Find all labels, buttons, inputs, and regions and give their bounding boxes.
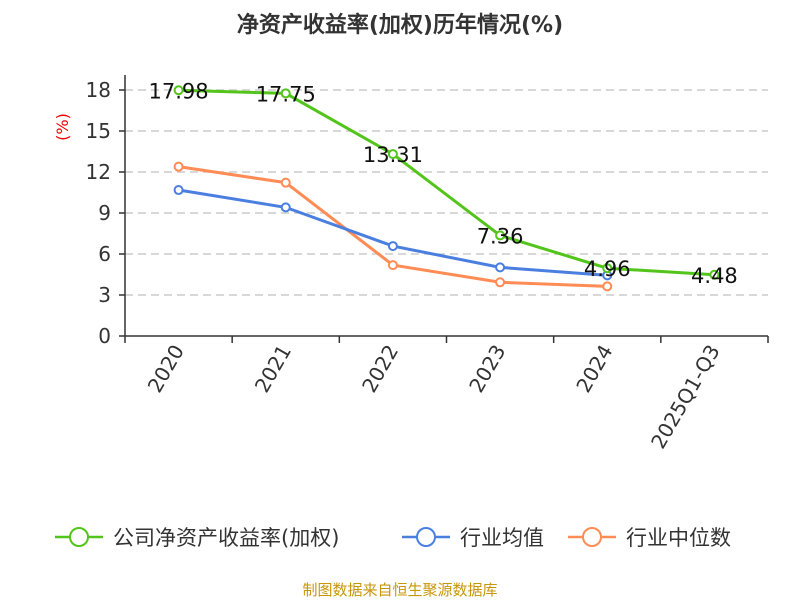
data-point (280, 88, 291, 99)
data-point (602, 281, 613, 292)
legend-label: 行业中位数 (626, 526, 731, 550)
y-tick-label: 12 (86, 160, 111, 184)
data-point (495, 277, 506, 288)
x-tick-label: 2020 (143, 341, 189, 397)
data-point (387, 241, 398, 252)
data-point (173, 161, 184, 172)
legend-marker (416, 527, 436, 547)
legend-label: 公司净资产收益率(加权) (113, 526, 339, 550)
data-point (280, 202, 291, 213)
x-tick-label: 2022 (357, 341, 403, 397)
y-tick-label: 0 (98, 324, 111, 348)
x-tick-label: 2023 (464, 341, 510, 397)
data-point (495, 230, 506, 241)
y-tick-label: 6 (98, 242, 111, 266)
chart-title: 净资产收益率(加权)历年情况(%) (237, 12, 563, 38)
data-label: 17.75 (256, 82, 316, 106)
x-tick-label: 2021 (250, 341, 296, 397)
data-label: 17.98 (149, 79, 209, 103)
data-label: 13.31 (363, 143, 423, 167)
data-point (709, 269, 720, 280)
data-point (280, 177, 291, 188)
data-point (602, 263, 613, 274)
legend-label: 行业均值 (460, 526, 544, 550)
data-point (173, 185, 184, 196)
data-label: 7.36 (477, 224, 524, 248)
x-tick-label: 2024 (571, 341, 617, 397)
legend-marker (582, 527, 602, 547)
y-tick-label: 15 (86, 119, 111, 143)
series-line (178, 88, 715, 277)
y-tick-label: 9 (98, 201, 111, 225)
y-axis-label: (%) (53, 113, 72, 141)
data-point (387, 149, 398, 160)
data-point (495, 262, 506, 273)
y-tick-label: 18 (86, 78, 111, 102)
x-tick-label: 2025Q1-Q3 (646, 341, 725, 453)
data-label: 4.96 (584, 257, 631, 281)
y-tick-label: 3 (98, 283, 111, 307)
data-label: 4.48 (691, 264, 738, 288)
legend-marker (69, 527, 89, 547)
data-point (387, 260, 398, 271)
data-point (173, 85, 184, 96)
source-note: 制图数据来自恒生聚源数据库 (302, 581, 497, 599)
